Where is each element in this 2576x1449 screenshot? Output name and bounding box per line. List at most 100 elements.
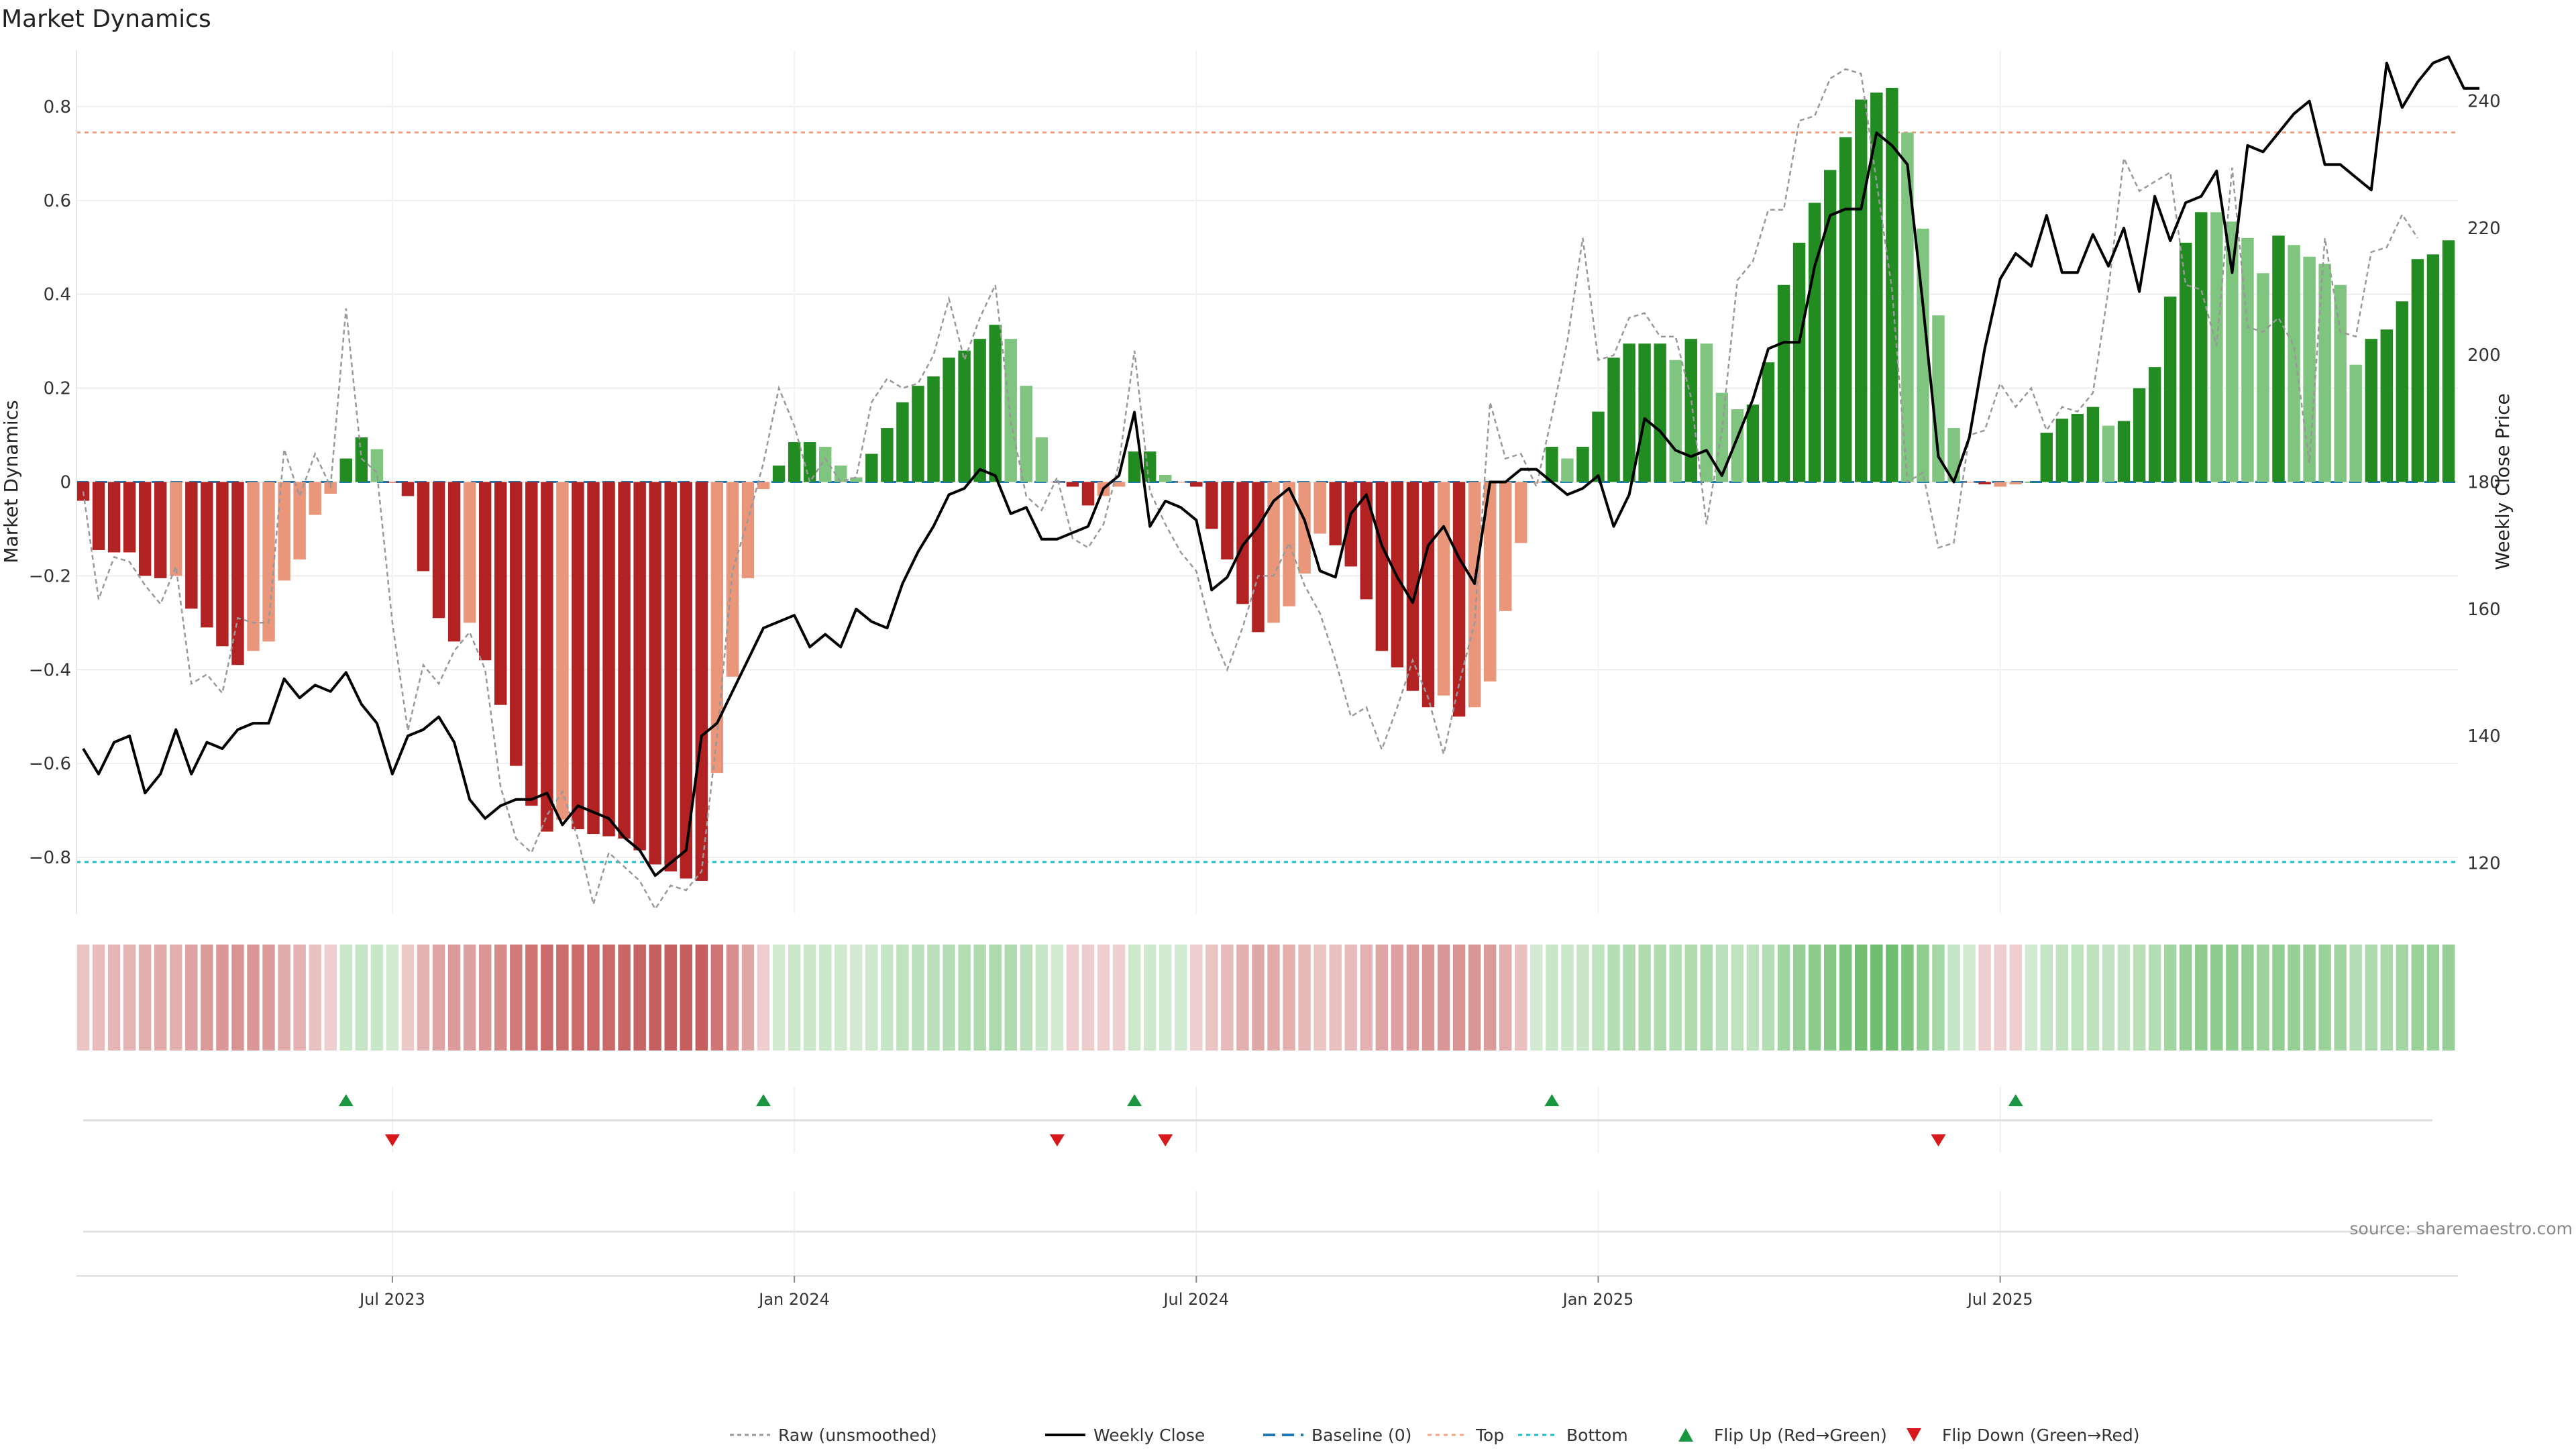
strip-cell (927, 945, 940, 1051)
strip-cell (989, 945, 1002, 1051)
bar (401, 482, 415, 496)
strip-cell (2426, 945, 2440, 1051)
strip-cell (1561, 945, 1574, 1051)
bar (2163, 297, 2177, 482)
bar (386, 482, 399, 483)
x-tick-label: Jan 2024 (757, 1290, 830, 1309)
strip-cell (2272, 945, 2285, 1051)
bar (1576, 447, 1589, 482)
bar (76, 482, 90, 501)
strip-cell (1159, 945, 1172, 1051)
bar (1267, 482, 1280, 623)
raw-line (82, 68, 2418, 911)
bar (695, 482, 708, 881)
bar (1252, 482, 1265, 633)
strip-cell (2133, 945, 2146, 1051)
strip-cell (587, 945, 600, 1051)
strip-cell (1298, 945, 1311, 1051)
bar (1468, 482, 1481, 708)
bar (154, 482, 167, 578)
bar (1978, 482, 1991, 484)
strip-cell (2117, 945, 2131, 1051)
strip-cell (401, 945, 415, 1051)
flip-down-marker (1049, 1134, 1065, 1146)
bar (92, 482, 105, 550)
flip-up-marker (1544, 1094, 1560, 1106)
bar (2411, 259, 2424, 482)
bar (201, 482, 213, 628)
bar (1947, 428, 1960, 482)
y-tick-label: 0 (60, 473, 71, 493)
legend-label: Weekly Close (1093, 1426, 1205, 1445)
strip-cell (1932, 945, 1945, 1051)
strip-cell (510, 945, 523, 1051)
strip-cell (1097, 945, 1110, 1051)
strip-cell (432, 945, 445, 1051)
bar (1221, 482, 1234, 559)
strip-cell (1808, 945, 1821, 1051)
bar (309, 482, 321, 515)
strip-cell (1684, 945, 1697, 1051)
strip-cell (2025, 945, 2037, 1051)
strip-cell (309, 945, 321, 1051)
strip-cell (92, 945, 105, 1051)
strip-cell (1035, 945, 1049, 1051)
bar (370, 449, 384, 482)
bar (881, 428, 894, 482)
bar (772, 466, 786, 482)
strip-cell (741, 945, 755, 1051)
strip-cell (2086, 945, 2100, 1051)
bar (138, 482, 152, 576)
bar (1917, 228, 1929, 482)
strip-cell (2380, 945, 2394, 1051)
strip-cell (695, 945, 708, 1051)
bar (1684, 339, 1697, 482)
bar (2009, 482, 2022, 484)
bar (1452, 482, 1466, 717)
strip-cell (1654, 945, 1666, 1051)
source-note: source: sharemaestro.com (2350, 1219, 2573, 1238)
y-tick-label: −0.6 (29, 754, 71, 774)
strip-cell (1452, 945, 1466, 1051)
y2-tick-label: 220 (2467, 219, 2501, 239)
raw-series (82, 68, 2418, 911)
strip-cell (881, 945, 894, 1051)
bar (355, 437, 368, 482)
strip-cell (478, 945, 492, 1051)
bar (2226, 221, 2239, 482)
strip-cell (2148, 945, 2161, 1051)
bar (572, 482, 584, 830)
strip-cell (1947, 945, 1960, 1051)
bar (1205, 482, 1218, 529)
strip-cell (1715, 945, 1729, 1051)
strip-cell (1917, 945, 1929, 1051)
strip-cell (1515, 945, 1527, 1051)
bar (618, 482, 631, 839)
flip-up-marker (756, 1094, 771, 1106)
bar (1870, 92, 1883, 482)
bar (1638, 343, 1651, 482)
bar (633, 482, 646, 851)
strip-cell (912, 945, 924, 1051)
strip-cell (2396, 945, 2409, 1051)
bar (1035, 437, 1049, 482)
bar (2303, 256, 2316, 482)
chart-title: Market Dynamics (1, 5, 211, 33)
flip-up-marker (2008, 1094, 2023, 1106)
strip-cell (1623, 945, 1635, 1051)
strip-cell (201, 945, 213, 1051)
strip-cell (1421, 945, 1435, 1051)
bar (541, 482, 553, 832)
strip-cell (602, 945, 615, 1051)
bar (989, 325, 1002, 482)
bar (417, 482, 430, 572)
y2-tick-label: 140 (2467, 727, 2501, 747)
bar (2040, 433, 2053, 482)
strip-cell (1344, 945, 1357, 1051)
strip-cell (216, 945, 229, 1051)
y-tick-label: −0.2 (29, 566, 71, 586)
bar (2380, 329, 2394, 482)
strip-cell (123, 945, 136, 1051)
bar (943, 358, 955, 482)
bar (1190, 482, 1203, 487)
